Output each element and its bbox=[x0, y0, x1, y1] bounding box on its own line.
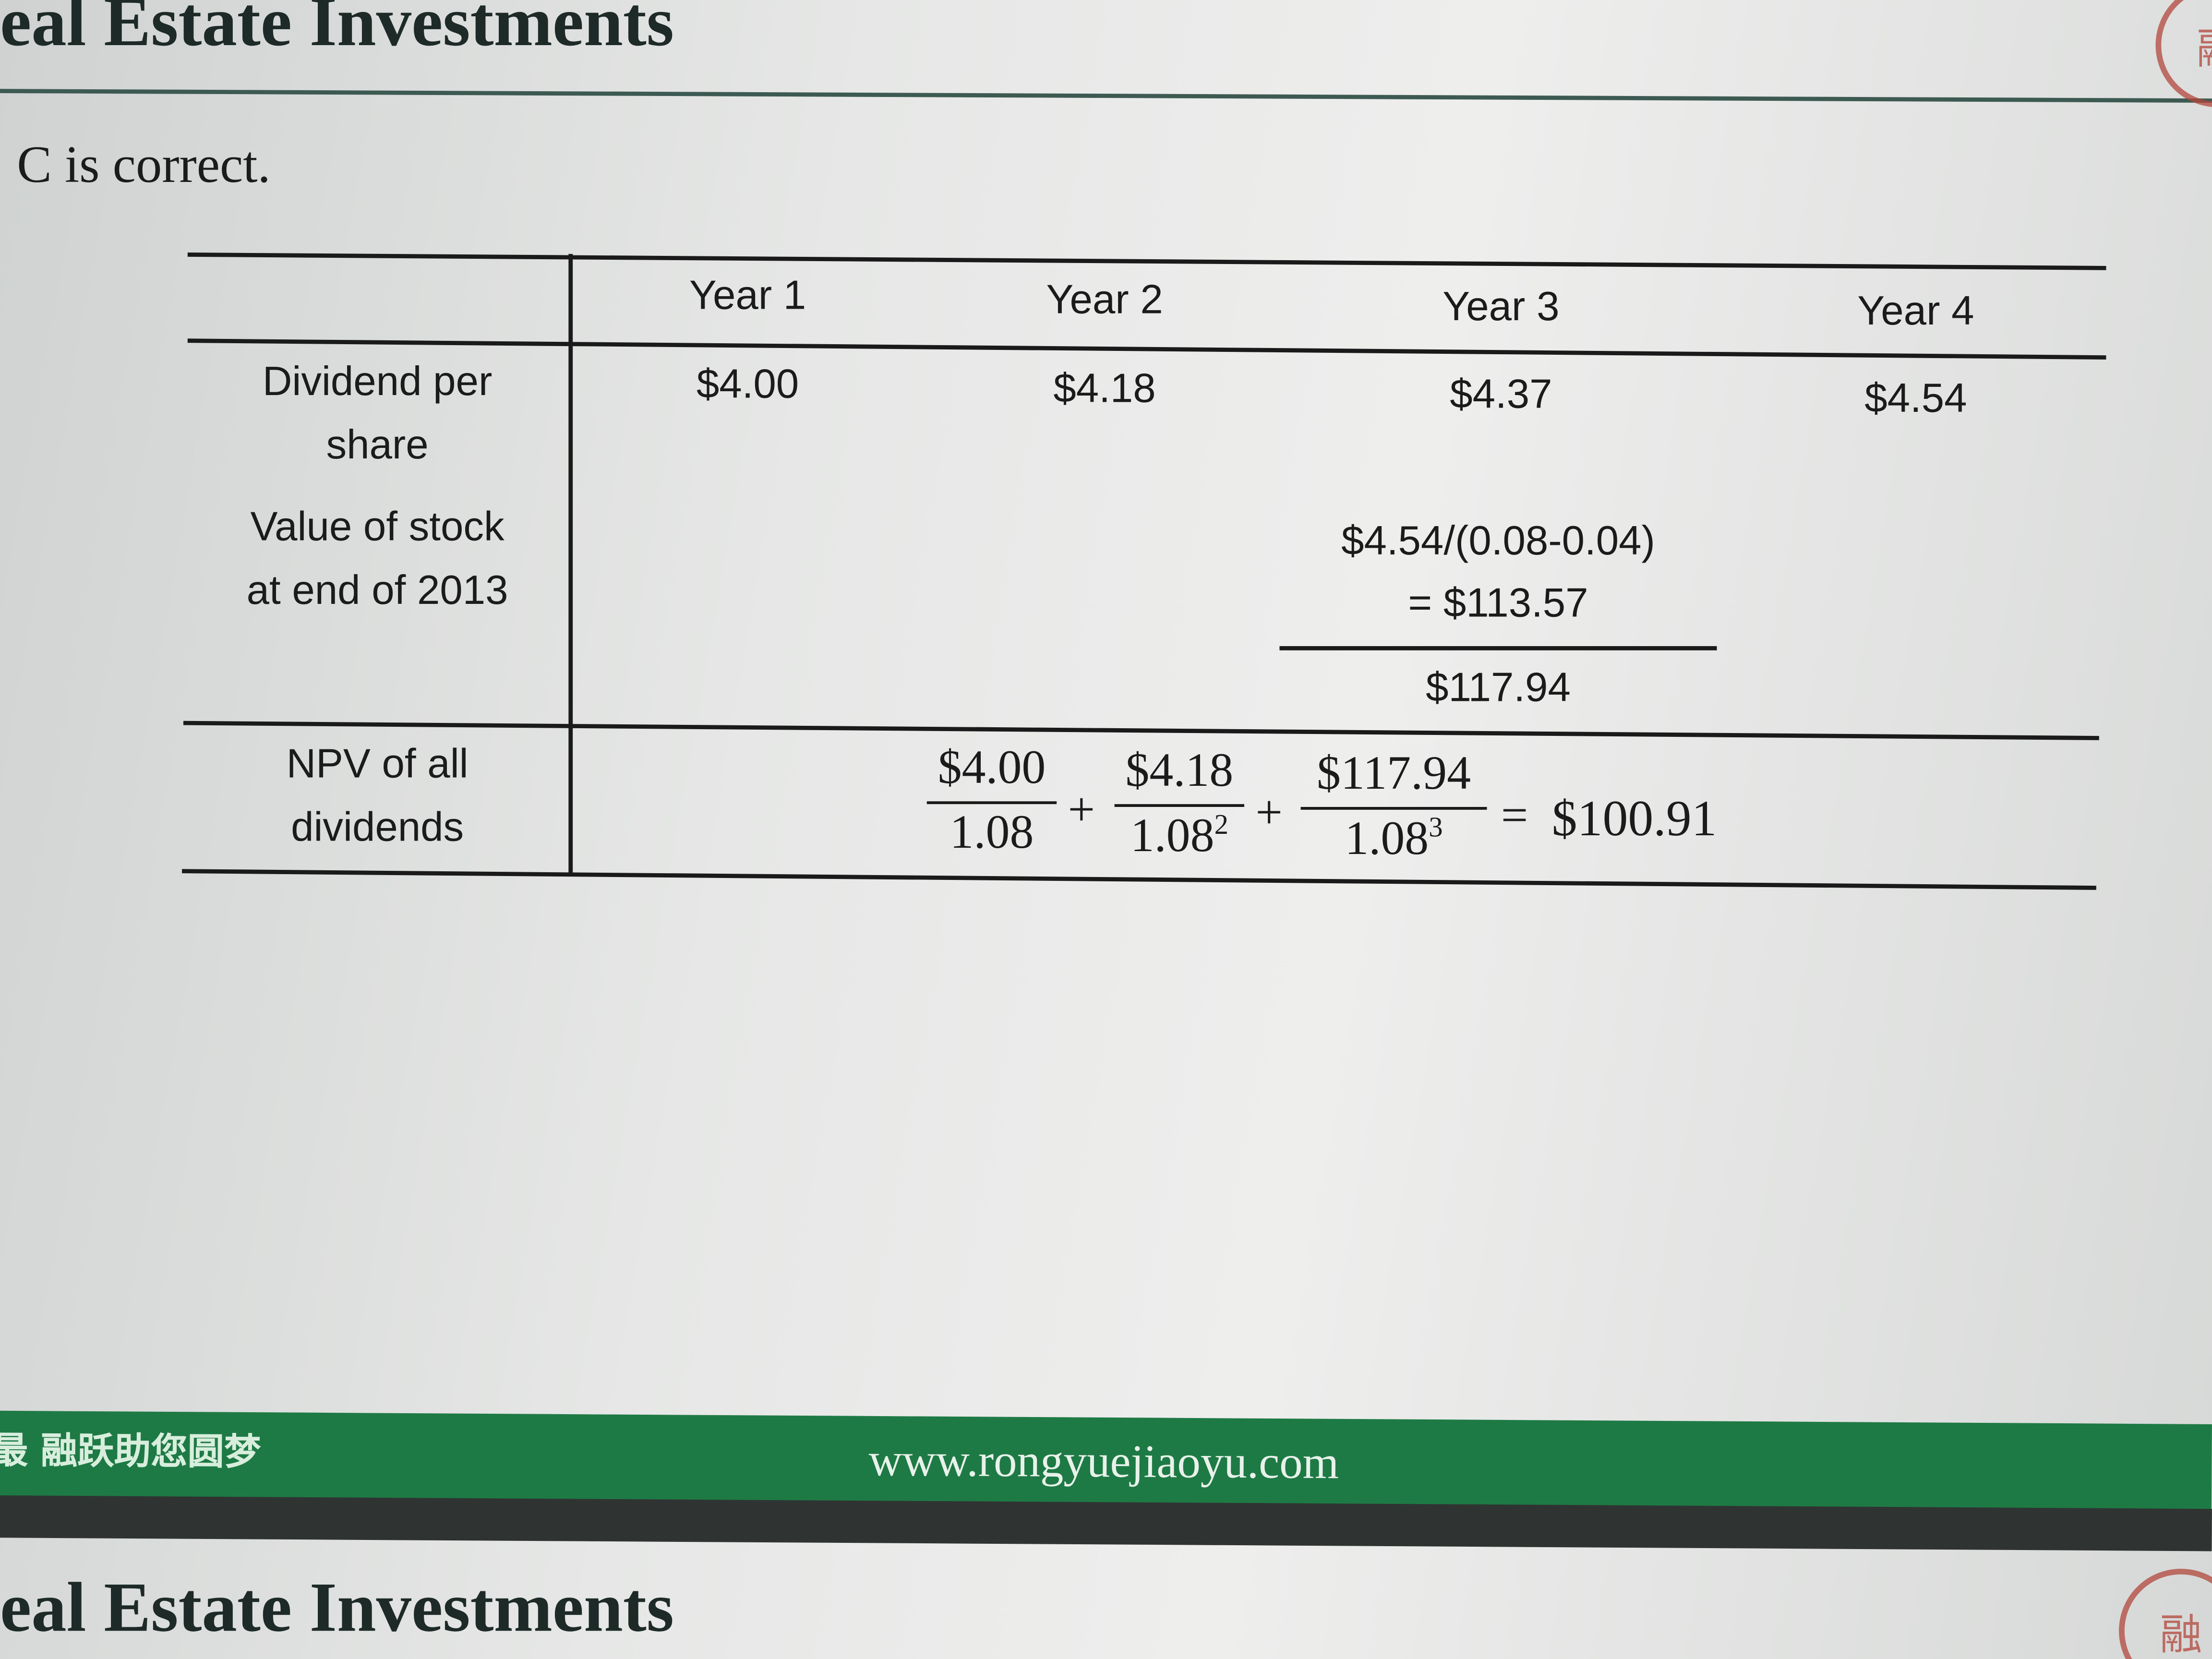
npv-term-3: $117.94 1.083 bbox=[1300, 748, 1487, 867]
logo-seal-icon: 融 bbox=[2119, 1568, 2212, 1659]
dividend-year-2: $4.18 bbox=[1053, 367, 1156, 412]
header-year-1: Year 1 bbox=[689, 274, 806, 319]
equals-sign: = bbox=[1501, 790, 1528, 842]
title-divider bbox=[0, 89, 2212, 103]
value-label-line1: Value of stock bbox=[250, 505, 505, 551]
header-year-3: Year 3 bbox=[1443, 285, 1560, 330]
npv-term-1: $4.00 1.08 bbox=[926, 742, 1057, 861]
dividend-year-1: $4.00 bbox=[696, 362, 799, 408]
next-slide-title: eal Estate Investments bbox=[0, 1567, 674, 1647]
npv-exponent-3: 3 bbox=[1429, 812, 1443, 844]
dividend-year-4: $4.54 bbox=[1864, 376, 1967, 422]
header-year-2: Year 2 bbox=[1046, 277, 1163, 323]
column-divider bbox=[568, 253, 572, 875]
dividend-label-line1: Dividend per bbox=[262, 360, 493, 405]
row-rule bbox=[183, 721, 2099, 740]
npv-denominator-3: 1.08 bbox=[1345, 813, 1429, 866]
dividend-label-line2: share bbox=[326, 423, 429, 469]
logo-seal-icon: 融 bbox=[2155, 0, 2212, 108]
npv-exponent-2: 2 bbox=[1214, 809, 1228, 841]
npv-term-2: $4.18 1.082 bbox=[1114, 745, 1245, 864]
table-bottom-rule bbox=[182, 869, 2096, 890]
npv-denominator-2: 1.08 bbox=[1130, 810, 1214, 863]
footer-url[interactable]: www.rongyuejiaoyu.com bbox=[868, 1436, 1339, 1490]
npv-numerator-2: $4.18 bbox=[1114, 745, 1245, 807]
plus-sign: + bbox=[1068, 784, 1095, 837]
header-year-4: Year 4 bbox=[1857, 289, 1974, 335]
npv-denominator-1: 1.08 bbox=[950, 806, 1034, 859]
npv-result: $100.91 bbox=[1551, 790, 1717, 847]
answer-text: C is correct. bbox=[17, 137, 271, 195]
npv-label-line1: NPV of all bbox=[286, 742, 469, 787]
year3-total: $117.94 bbox=[1426, 666, 1571, 711]
terminal-value-result: = $113.57 bbox=[1408, 581, 1588, 626]
dividend-year-3: $4.37 bbox=[1450, 372, 1552, 418]
npv-label-line2: dividends bbox=[291, 805, 464, 851]
plus-sign: + bbox=[1255, 787, 1283, 840]
terminal-value-formula: $4.54/(0.08-0.04) bbox=[1341, 519, 1655, 565]
header-rule bbox=[187, 338, 2106, 359]
value-label-line2: at end of 2013 bbox=[246, 568, 508, 614]
npv-numerator-1: $4.00 bbox=[926, 742, 1057, 805]
npv-numerator-3: $117.94 bbox=[1300, 748, 1487, 810]
slide-title: eal Estate Investments bbox=[0, 0, 674, 61]
table-top-rule bbox=[187, 252, 2106, 270]
footer-band: 最 融跃助您圆梦 www.rongyuejiaoyu.com bbox=[0, 1410, 2212, 1512]
sum-rule bbox=[1279, 646, 1717, 650]
footer-slogan: 最 融跃助您圆梦 bbox=[0, 1430, 261, 1475]
